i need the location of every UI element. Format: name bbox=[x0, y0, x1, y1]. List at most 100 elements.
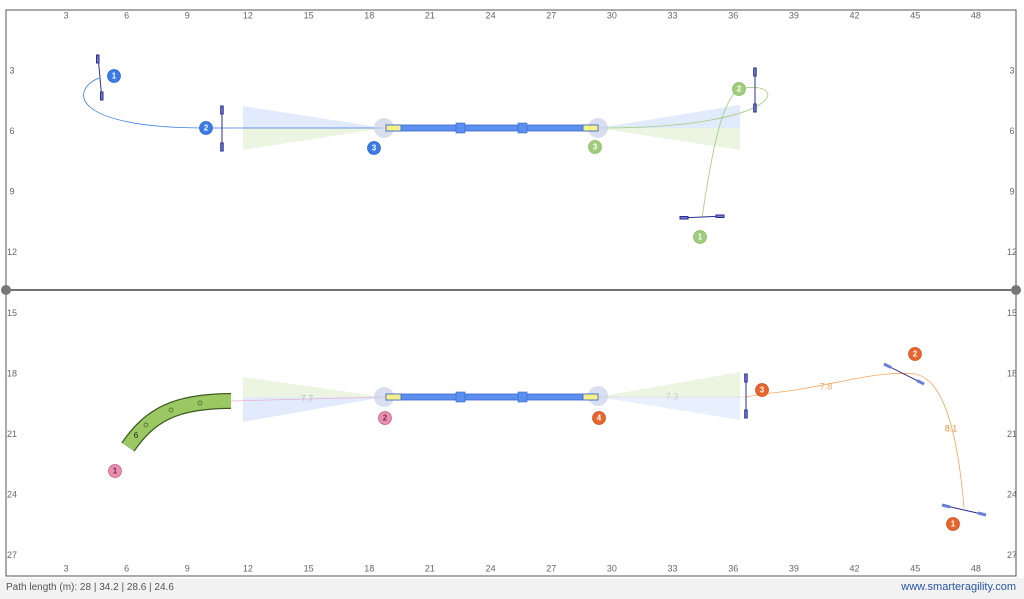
y-tick-label: 12 bbox=[7, 247, 17, 257]
fan bbox=[243, 106, 384, 128]
number-marker bbox=[199, 121, 213, 135]
x-tick-label: 48 bbox=[971, 10, 981, 20]
fan bbox=[598, 128, 740, 150]
dog-walk bbox=[385, 393, 599, 401]
tunnel-ring bbox=[143, 422, 149, 428]
x-tick-label: 36 bbox=[728, 563, 738, 573]
dog-walk-joint bbox=[455, 122, 466, 134]
x-tick-label: 30 bbox=[607, 563, 617, 573]
contact-zone bbox=[385, 393, 402, 401]
x-tick-label: 39 bbox=[789, 563, 799, 573]
y-tick-label: 24 bbox=[1007, 490, 1017, 500]
number-marker bbox=[946, 517, 960, 531]
x-tick-label: 45 bbox=[910, 563, 920, 573]
marker-label: 2 bbox=[737, 85, 742, 94]
dog-walk-joint bbox=[455, 391, 466, 403]
jump bbox=[220, 105, 224, 152]
x-tick-label: 9 bbox=[185, 10, 190, 20]
x-tick-label: 24 bbox=[486, 10, 496, 20]
path-line bbox=[230, 396, 387, 402]
number-marker bbox=[108, 464, 122, 478]
divider-handle[interactable] bbox=[1, 285, 11, 295]
x-tick-label: 21 bbox=[425, 563, 435, 573]
y-tick-label: 9 bbox=[1009, 187, 1014, 197]
x-tick-label: 3 bbox=[63, 563, 68, 573]
jump bbox=[883, 362, 925, 386]
y-tick-label: 18 bbox=[1007, 368, 1017, 378]
contact-circle bbox=[374, 387, 394, 407]
distance-label: 7.3 bbox=[666, 391, 679, 401]
fan bbox=[243, 377, 384, 397]
number-marker bbox=[592, 411, 606, 425]
y-tick-label: 3 bbox=[1009, 65, 1014, 75]
x-tick-label: 24 bbox=[486, 563, 496, 573]
x-tick-label: 15 bbox=[304, 563, 314, 573]
dog-walk-joint bbox=[517, 122, 528, 134]
contact-circle bbox=[374, 118, 394, 138]
contact-zone bbox=[582, 124, 599, 132]
tunnel bbox=[122, 394, 232, 451]
number-marker bbox=[367, 141, 381, 155]
y-tick-label: 6 bbox=[9, 126, 14, 136]
y-tick-label: 15 bbox=[7, 308, 17, 318]
x-tick-label: 45 bbox=[910, 10, 920, 20]
path-line bbox=[83, 77, 384, 129]
divider-handle[interactable] bbox=[1011, 285, 1021, 295]
jump bbox=[744, 373, 748, 419]
x-tick-label: 42 bbox=[850, 10, 860, 20]
x-tick-label: 12 bbox=[243, 563, 253, 573]
x-tick-label: 12 bbox=[243, 10, 253, 20]
distance-label: 7.8 bbox=[820, 381, 833, 391]
x-tick-label: 33 bbox=[668, 10, 678, 20]
x-tick-label: 48 bbox=[971, 563, 981, 573]
x-tick-label: 33 bbox=[668, 563, 678, 573]
marker-label: 3 bbox=[372, 144, 377, 153]
footer-bar bbox=[0, 578, 1024, 599]
y-tick-label: 15 bbox=[1007, 308, 1017, 318]
y-tick-label: 18 bbox=[7, 368, 17, 378]
path-length: Path length (m): 28 | 34.2 | 28.6 | 24.6 bbox=[6, 582, 174, 593]
marker-label: 2 bbox=[913, 350, 918, 359]
number-marker bbox=[693, 230, 707, 244]
marker-label: 2 bbox=[383, 414, 388, 423]
path-line bbox=[599, 87, 769, 219]
y-tick-label: 9 bbox=[9, 187, 14, 197]
fan bbox=[243, 397, 384, 422]
marker-label: 1 bbox=[698, 233, 703, 242]
marker-label: 1 bbox=[112, 72, 117, 81]
distance-label: 7.7 bbox=[301, 393, 314, 403]
marker-label: 4 bbox=[597, 414, 602, 423]
frame bbox=[5, 9, 1017, 577]
y-tick-label: 3 bbox=[9, 65, 14, 75]
tunnel-ring bbox=[168, 407, 174, 413]
marker-label: 3 bbox=[593, 143, 598, 152]
marker-label: 2 bbox=[204, 124, 209, 133]
x-tick-label: 27 bbox=[546, 563, 556, 573]
x-tick-label: 6 bbox=[124, 563, 129, 573]
x-tick-label: 18 bbox=[364, 563, 374, 573]
jump bbox=[679, 214, 725, 220]
distance-label: 8.1 bbox=[945, 423, 958, 433]
x-tick-label: 39 bbox=[789, 10, 799, 20]
jump bbox=[96, 54, 104, 101]
x-tick-label: 15 bbox=[304, 10, 314, 20]
x-tick-label: 42 bbox=[850, 563, 860, 573]
site-link[interactable]: www.smarteragility.com bbox=[901, 581, 1016, 593]
x-tick-label: 6 bbox=[124, 10, 129, 20]
contact-zone bbox=[385, 124, 402, 132]
y-tick-label: 27 bbox=[7, 550, 17, 560]
path-line bbox=[745, 373, 965, 509]
number-marker bbox=[378, 411, 392, 425]
y-tick-label: 27 bbox=[1007, 550, 1017, 560]
jump bbox=[753, 67, 757, 113]
jump bbox=[941, 503, 987, 517]
x-tick-label: 3 bbox=[63, 10, 68, 20]
number-marker bbox=[732, 82, 746, 96]
y-tick-label: 24 bbox=[7, 490, 17, 500]
marker-label: 1 bbox=[951, 520, 956, 529]
fan bbox=[598, 372, 740, 397]
contact-zone bbox=[582, 393, 599, 401]
x-tick-label: 21 bbox=[425, 10, 435, 20]
